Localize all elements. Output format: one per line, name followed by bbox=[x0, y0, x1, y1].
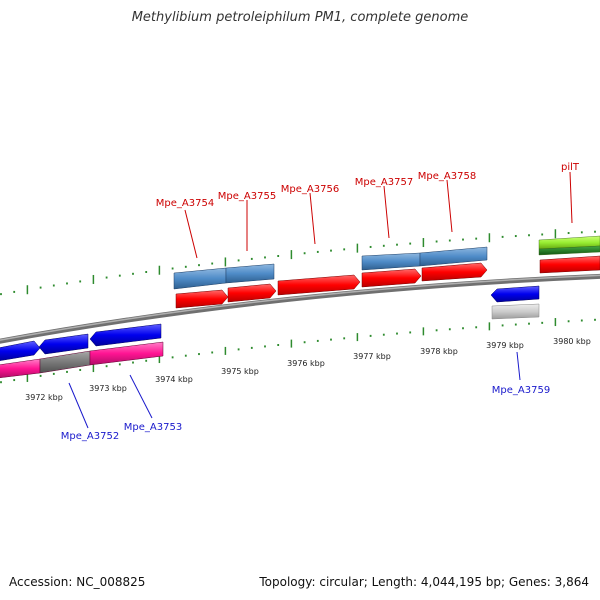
gene-feature[interactable] bbox=[419, 246, 488, 267]
genome-backbone bbox=[0, 273, 600, 344]
gene-feature[interactable] bbox=[38, 333, 89, 355]
reverse-rna-track bbox=[0, 303, 540, 379]
label-leader-line bbox=[129, 374, 153, 419]
gene-feature[interactable] bbox=[361, 252, 421, 271]
cds-feature[interactable] bbox=[227, 283, 277, 303]
gene-label-mpe-a3757[interactable]: Mpe_A3757 bbox=[355, 177, 413, 188]
gene-feature[interactable] bbox=[490, 285, 540, 303]
gene-label-mpe-a3759[interactable]: Mpe_A3759 bbox=[492, 385, 550, 396]
label-leader-line bbox=[569, 171, 573, 224]
accession-text: Accession: NC_008825 bbox=[9, 575, 146, 589]
genome-backbone-highlight bbox=[0, 274, 600, 341]
inner-tick-ruler bbox=[0, 318, 596, 384]
gene-feature[interactable] bbox=[225, 263, 275, 284]
rna-feature[interactable] bbox=[89, 341, 164, 366]
gene-feature[interactable] bbox=[89, 323, 162, 347]
gene-label-mpe-a3752[interactable]: Mpe_A3752 bbox=[61, 431, 119, 442]
label-leader-line bbox=[68, 382, 89, 429]
kbp-label: 3974 kbp bbox=[155, 375, 193, 384]
forward-gene-track bbox=[173, 246, 488, 290]
label-leader-line bbox=[446, 179, 453, 233]
pseudo-feature[interactable] bbox=[39, 350, 91, 374]
kbp-label: 3972 kbp bbox=[25, 393, 63, 402]
cds-feature[interactable] bbox=[421, 262, 488, 282]
misc-feature[interactable] bbox=[491, 303, 540, 320]
gene-label-mpe-a3758[interactable]: Mpe_A3758 bbox=[418, 171, 476, 182]
outer-tick-ruler bbox=[0, 229, 596, 296]
kbp-label: 3978 kbp bbox=[420, 347, 458, 356]
trna-feature[interactable] bbox=[538, 235, 600, 250]
gene-label-mpe-a3753[interactable]: Mpe_A3753 bbox=[124, 422, 182, 433]
pilt-feature-stack bbox=[538, 235, 600, 256]
kbp-label: 3975 kbp bbox=[221, 367, 259, 376]
reverse-gene-track bbox=[0, 285, 540, 361]
gene-label-pilt[interactable]: pilT bbox=[561, 162, 580, 173]
gene-feature[interactable] bbox=[0, 340, 41, 361]
reverse-gene-labels: Mpe_A3752 Mpe_A3753 Mpe_A3759 bbox=[61, 351, 550, 442]
label-leader-line bbox=[184, 209, 198, 259]
map-title: Methylibium petroleiphilum PM1, complete… bbox=[131, 10, 469, 25]
topology-summary-text: Topology: circular; Length: 4,044,195 bp… bbox=[259, 575, 589, 589]
kbp-label: 3980 kbp bbox=[553, 337, 591, 346]
kbp-scale: 3972 kbp 3973 kbp 3974 kbp 3975 kbp 3976… bbox=[25, 337, 591, 402]
label-leader-line bbox=[309, 192, 316, 245]
cds-feature[interactable] bbox=[175, 289, 229, 309]
gene-label-mpe-a3755[interactable]: Mpe_A3755 bbox=[218, 191, 276, 202]
cds-feature[interactable] bbox=[361, 268, 422, 288]
forward-gene-labels: Mpe_A3754 Mpe_A3755 Mpe_A3756 Mpe_A3757 … bbox=[156, 162, 580, 259]
kbp-label: 3973 kbp bbox=[89, 384, 127, 393]
forward-cds-track bbox=[175, 255, 600, 309]
gene-label-mpe-a3756[interactable]: Mpe_A3756 bbox=[281, 184, 339, 195]
misc-feature[interactable] bbox=[538, 245, 600, 256]
cds-feature[interactable] bbox=[277, 274, 361, 296]
kbp-label: 3979 kbp bbox=[486, 341, 524, 350]
kbp-label: 3976 kbp bbox=[287, 359, 325, 368]
rna-feature[interactable] bbox=[0, 358, 41, 379]
kbp-label: 3977 kbp bbox=[353, 352, 391, 361]
gene-feature[interactable] bbox=[173, 267, 227, 290]
label-leader-line bbox=[383, 185, 390, 239]
cds-feature[interactable] bbox=[539, 255, 600, 274]
gene-label-mpe-a3754[interactable]: Mpe_A3754 bbox=[156, 198, 214, 209]
label-leader-line bbox=[516, 351, 521, 381]
